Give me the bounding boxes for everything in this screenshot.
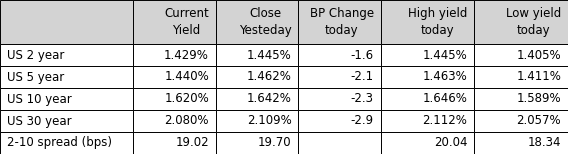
Bar: [298, 88, 381, 110]
Text: 1.429%: 1.429%: [164, 49, 209, 61]
Text: Current
Yield: Current Yield: [164, 7, 209, 37]
Text: 2-10 spread (bps): 2-10 spread (bps): [7, 136, 112, 150]
Text: -2.3: -2.3: [351, 93, 374, 105]
Text: BP Change
today: BP Change today: [310, 7, 374, 37]
Bar: [0, 110, 133, 132]
Text: US 30 year: US 30 year: [7, 115, 72, 128]
Bar: [0, 0, 133, 44]
Bar: [381, 88, 474, 110]
Text: High yield
today: High yield today: [408, 7, 467, 37]
Text: 1.646%: 1.646%: [423, 93, 467, 105]
Bar: [381, 66, 474, 88]
Bar: [474, 66, 568, 88]
Bar: [216, 44, 298, 66]
Bar: [133, 132, 216, 154]
Bar: [474, 44, 568, 66]
Bar: [133, 44, 216, 66]
Bar: [216, 0, 298, 44]
Text: Low yield
today: Low yield today: [506, 7, 561, 37]
Bar: [381, 132, 474, 154]
Bar: [474, 0, 568, 44]
Bar: [298, 0, 381, 44]
Text: 2.109%: 2.109%: [247, 115, 291, 128]
Text: US 5 year: US 5 year: [7, 71, 64, 83]
Text: 1.462%: 1.462%: [247, 71, 291, 83]
Bar: [0, 88, 133, 110]
Bar: [298, 44, 381, 66]
Bar: [133, 0, 216, 44]
Text: 19.70: 19.70: [258, 136, 291, 150]
Bar: [0, 66, 133, 88]
Text: -1.6: -1.6: [350, 49, 374, 61]
Bar: [216, 110, 298, 132]
Text: 1.445%: 1.445%: [247, 49, 291, 61]
Text: 1.589%: 1.589%: [516, 93, 561, 105]
Text: 1.642%: 1.642%: [247, 93, 291, 105]
Bar: [133, 88, 216, 110]
Bar: [133, 66, 216, 88]
Bar: [381, 44, 474, 66]
Text: 2.080%: 2.080%: [165, 115, 209, 128]
Text: 1.440%: 1.440%: [164, 71, 209, 83]
Text: 19.02: 19.02: [176, 136, 209, 150]
Text: Close
Yesteday: Close Yesteday: [239, 7, 291, 37]
Bar: [474, 132, 568, 154]
Text: 1.620%: 1.620%: [164, 93, 209, 105]
Bar: [298, 110, 381, 132]
Text: 18.34: 18.34: [528, 136, 561, 150]
Bar: [133, 110, 216, 132]
Bar: [381, 0, 474, 44]
Text: -2.1: -2.1: [350, 71, 374, 83]
Text: 20.04: 20.04: [434, 136, 467, 150]
Bar: [474, 110, 568, 132]
Text: 1.411%: 1.411%: [516, 71, 561, 83]
Bar: [0, 44, 133, 66]
Text: 1.405%: 1.405%: [516, 49, 561, 61]
Bar: [474, 88, 568, 110]
Bar: [381, 110, 474, 132]
Text: -2.9: -2.9: [350, 115, 374, 128]
Text: 2.057%: 2.057%: [516, 115, 561, 128]
Text: 1.445%: 1.445%: [423, 49, 467, 61]
Bar: [298, 132, 381, 154]
Bar: [216, 88, 298, 110]
Text: 2.112%: 2.112%: [423, 115, 467, 128]
Bar: [0, 132, 133, 154]
Text: US 2 year: US 2 year: [7, 49, 64, 61]
Bar: [216, 132, 298, 154]
Bar: [298, 66, 381, 88]
Text: 1.463%: 1.463%: [423, 71, 467, 83]
Bar: [216, 66, 298, 88]
Text: US 10 year: US 10 year: [7, 93, 72, 105]
